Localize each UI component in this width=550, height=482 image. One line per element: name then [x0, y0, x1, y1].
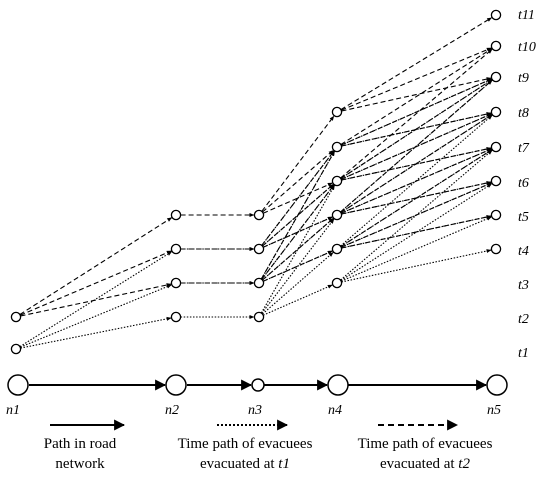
node-label-n2: n2 [165, 403, 179, 418]
evacuees-t2-time-path-edge [341, 215, 492, 249]
time-expanded-nodes [10, 9, 502, 355]
evacuees-t1-time-path-edge [340, 183, 493, 281]
evacuees-t2-time-path-edge [340, 48, 493, 145]
road-node-n4 [327, 374, 349, 396]
time-node [253, 209, 265, 221]
node-label-n4: n4 [328, 403, 342, 418]
evacuees-t2-time-path-edge [340, 182, 492, 248]
time-node [253, 277, 265, 289]
time-label-t2: t2 [518, 312, 529, 327]
evacuees-t1-time-path-edge [340, 114, 493, 213]
evacuees-t1-time-path-edge [262, 284, 333, 316]
evacuees-t2-time-path-edge [341, 147, 492, 181]
time-node [490, 141, 502, 153]
node-label-n5: n5 [487, 403, 501, 418]
evacuees-t2-time-path-edge [261, 115, 335, 212]
legend-t2-label-line1: Time path of evacuees [358, 436, 493, 452]
evacuees-t1-time-path-edge [19, 251, 173, 348]
road-node-n2 [165, 374, 187, 396]
time-node [170, 311, 182, 323]
evacuees-t2-time-path-edge [341, 77, 492, 112]
legend-road-label-line2: network [55, 456, 105, 472]
time-node [331, 175, 343, 187]
time-node [253, 311, 265, 323]
evacuees-t2-time-path-edge [20, 283, 172, 317]
time-node [490, 9, 502, 21]
evacuees-t1-time-path-edge [262, 251, 334, 315]
legend: Path in road network Time path of evacue… [44, 419, 493, 472]
evacuees-t1-time-path-edge [340, 149, 493, 247]
time-node [490, 243, 502, 255]
evacuees-t2-time-path-edge [262, 250, 333, 282]
time-node [331, 141, 343, 153]
legend-t1-label-time: t1 [278, 456, 290, 472]
legend-t1-label-line2: evacuated at t1 [200, 456, 290, 472]
time-node [10, 343, 22, 355]
time-label-t3: t3 [518, 278, 529, 293]
node-label-n3: n3 [248, 403, 262, 418]
time-node [490, 175, 502, 187]
road-node-n5 [486, 374, 508, 396]
road-node-n3 [251, 378, 265, 392]
time-label-t5: t5 [518, 210, 529, 225]
time-node [331, 209, 343, 221]
evacuees-t2-time-path-edge [260, 150, 335, 280]
evacuees-t2-time-path-edge [19, 250, 172, 316]
legend-t2-label-line2: evacuated at t2 [380, 456, 470, 472]
time-label-t8: t8 [518, 106, 529, 121]
legend-t2-label-prefix: evacuated at [380, 456, 458, 472]
legend-t1-label-line1: Time path of evacuees [178, 436, 313, 452]
time-node [170, 209, 182, 221]
time-label-t6: t6 [518, 176, 529, 191]
legend-t2-label-time: t2 [458, 456, 470, 472]
time-node [331, 106, 343, 118]
evacuees-t2-time-path-edge [262, 149, 334, 213]
road-network: n1 n2 n3 n4 n5 [6, 374, 508, 418]
road-node-n1 [7, 374, 29, 396]
node-label-n1: n1 [6, 403, 20, 418]
evacuees-t2-time-path-edge [261, 184, 335, 280]
time-label-t9: t9 [518, 71, 529, 86]
time-node [253, 243, 265, 255]
time-labels: t11 t10 t9 t8 t7 t6 t5 t4 t3 t2 t1 [518, 8, 536, 361]
evacuees-t2-time-path-edge [262, 182, 333, 214]
evacuees-t1-time-path-edge [262, 217, 334, 281]
evacuees-t2-time-path-edge [340, 148, 492, 214]
evacuees-t2-time-path-edge [19, 217, 173, 315]
time-node [170, 243, 182, 255]
legend-t1-label-prefix: evacuated at [200, 456, 278, 472]
time-node [10, 311, 22, 323]
time-node [170, 277, 182, 289]
evacuees-t1-time-path-edge [20, 316, 172, 349]
evacuees-t2-time-path-edge [340, 113, 492, 180]
evacuees-t1-time-path-edge [20, 284, 172, 348]
time-node [331, 243, 343, 255]
time-node [331, 277, 343, 289]
evacuees-t2-time-path-edge [261, 150, 335, 246]
evacuees-t1-time-path-edge [340, 216, 492, 282]
evacuees-t2-time-path-edge [340, 47, 492, 111]
time-node [490, 209, 502, 221]
evacuees-t2-time-path-edge [341, 181, 492, 215]
evacuees-t2-time-path-edge [262, 216, 333, 248]
evacuees-t2-time-path-edge [340, 48, 493, 179]
evacuees-t2-time-path-edge [340, 17, 493, 111]
time-node [490, 106, 502, 118]
evacuees-t1-time-path-edge [341, 249, 492, 283]
time-label-t10: t10 [518, 40, 536, 55]
legend-road-label-line1: Path in road [44, 436, 117, 452]
time-label-t1: t1 [518, 346, 529, 361]
time-node [490, 40, 502, 52]
time-label-t7: t7 [518, 141, 530, 156]
evacuees-t2-time-paths [19, 17, 493, 317]
evacuees-t2-time-path-edge [340, 78, 492, 146]
time-label-t4: t4 [518, 244, 529, 259]
time-label-t11: t11 [518, 8, 535, 23]
evacuees-t2-time-path-edge [341, 112, 492, 147]
time-node [490, 71, 502, 83]
